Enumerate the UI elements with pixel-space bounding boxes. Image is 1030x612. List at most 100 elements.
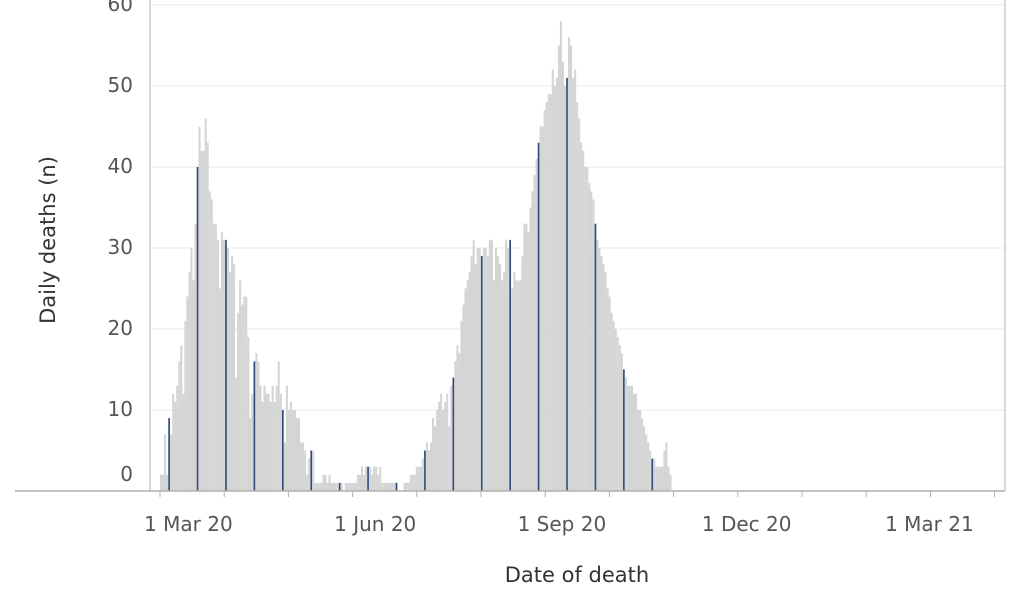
bar	[243, 296, 246, 491]
bar	[324, 474, 327, 491]
bar	[635, 393, 638, 491]
bar	[259, 385, 262, 491]
bar	[482, 248, 485, 491]
bar	[667, 466, 670, 491]
bar	[304, 450, 307, 491]
bar	[460, 320, 463, 491]
bar	[350, 482, 353, 491]
bar	[592, 199, 595, 491]
bar	[212, 223, 215, 491]
bar	[446, 393, 449, 491]
bar	[365, 466, 368, 491]
bar	[529, 207, 532, 491]
bar	[265, 393, 268, 491]
bar	[543, 110, 546, 492]
bar	[208, 191, 211, 492]
bar	[598, 248, 601, 491]
bar	[334, 482, 337, 491]
bar	[403, 482, 406, 491]
x-tick-label: 1 Jun 20	[334, 512, 416, 536]
x-tick-label: 1 Mar 21	[885, 512, 974, 536]
bar	[620, 353, 623, 491]
bar	[474, 264, 477, 491]
bar	[655, 466, 658, 491]
bar	[405, 482, 408, 491]
bar	[563, 86, 566, 491]
bar	[190, 248, 193, 491]
bar	[194, 223, 197, 491]
bar	[279, 393, 282, 491]
bar	[358, 474, 361, 491]
bar	[511, 288, 514, 491]
bar	[239, 280, 242, 491]
bar	[541, 126, 544, 491]
bar	[298, 418, 301, 491]
bar	[490, 239, 493, 491]
bar	[407, 482, 410, 491]
bar	[527, 231, 530, 492]
bar	[328, 474, 331, 491]
bar	[389, 482, 392, 491]
bar	[608, 296, 611, 491]
bar	[273, 401, 276, 491]
bar	[170, 434, 173, 491]
bar	[330, 482, 333, 491]
bar	[302, 442, 305, 491]
bar	[369, 466, 372, 491]
x-tick-label: 1 Mar 20	[144, 512, 233, 536]
bar	[434, 426, 437, 491]
bar	[283, 442, 286, 491]
bar	[559, 21, 562, 491]
bar	[229, 272, 232, 491]
bar	[610, 312, 613, 491]
bar	[346, 482, 349, 491]
bar	[436, 410, 439, 491]
bar	[417, 466, 420, 491]
bar	[643, 426, 646, 491]
bar	[241, 304, 244, 491]
bar	[535, 158, 538, 491]
bar	[375, 466, 378, 491]
bar	[356, 474, 359, 491]
bar	[602, 264, 605, 491]
bar	[326, 482, 329, 491]
bar	[570, 45, 573, 491]
bar	[413, 474, 416, 491]
bar	[306, 474, 309, 491]
bar	[379, 466, 382, 491]
bar	[574, 69, 577, 492]
bar	[641, 418, 644, 491]
bar	[287, 410, 290, 491]
bar	[464, 288, 467, 491]
bar	[606, 288, 609, 491]
bar	[630, 385, 633, 491]
bar	[391, 482, 394, 491]
bar	[499, 264, 502, 491]
bar	[531, 191, 534, 492]
bar	[373, 466, 376, 491]
bar	[612, 320, 615, 491]
bar	[322, 474, 325, 491]
bar	[486, 256, 489, 491]
bar	[425, 442, 428, 491]
bar	[478, 248, 481, 491]
bar	[659, 466, 662, 491]
bar	[164, 434, 167, 491]
bar	[553, 86, 556, 491]
bar	[582, 150, 585, 492]
bar	[614, 329, 617, 491]
y-tick-label: 40	[108, 154, 133, 178]
bar	[271, 385, 274, 491]
bar	[584, 167, 587, 491]
bar	[360, 466, 363, 491]
bar	[448, 426, 451, 491]
bar	[354, 482, 357, 491]
bar	[214, 223, 217, 491]
y-tick-label: 10	[108, 397, 133, 421]
bar	[176, 385, 179, 491]
bar	[624, 377, 627, 491]
bar	[377, 474, 380, 491]
bar	[308, 458, 311, 491]
bar	[637, 410, 640, 491]
bar	[525, 223, 528, 491]
